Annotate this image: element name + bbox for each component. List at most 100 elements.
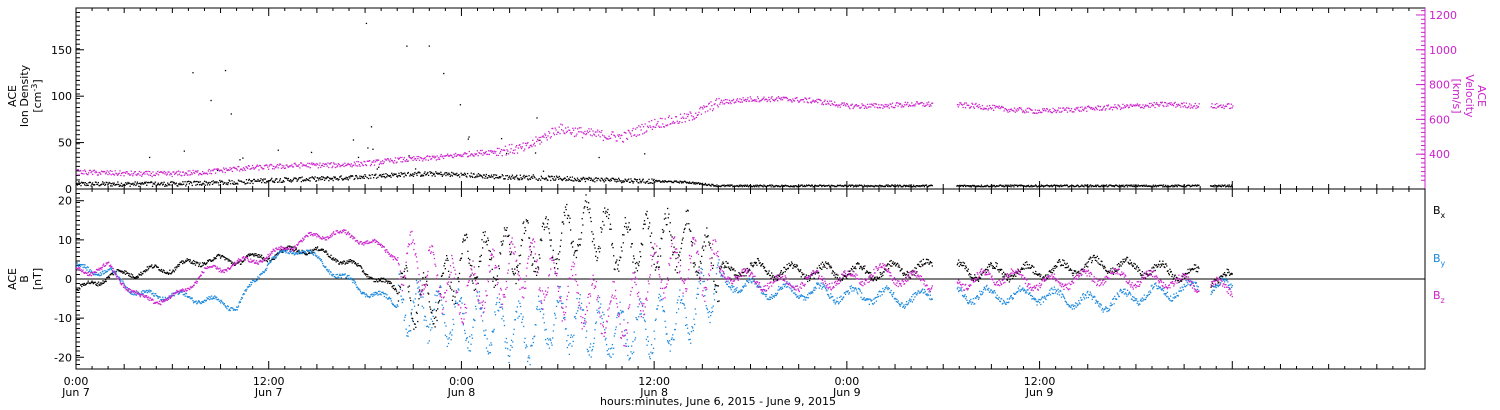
b-field-point-x — [886, 264, 888, 266]
velocity-point — [130, 170, 132, 172]
b-field-point-x — [1009, 279, 1011, 281]
density-point — [838, 185, 840, 187]
velocity-point — [666, 124, 669, 126]
b-field-point-x — [259, 254, 261, 256]
density-point — [220, 180, 222, 182]
density-point — [597, 177, 600, 180]
bottom-ytick-label: -10 — [54, 312, 72, 325]
density-point — [594, 181, 596, 183]
density-point — [339, 176, 341, 178]
density-point — [397, 175, 399, 177]
velocity-point — [611, 131, 613, 133]
density-point — [349, 175, 352, 177]
density-point — [236, 182, 238, 184]
density-point — [336, 178, 338, 180]
velocity-point — [349, 163, 351, 166]
density-point — [1122, 184, 1124, 186]
density-point — [1162, 184, 1165, 186]
density-point — [917, 185, 920, 187]
density-point — [584, 180, 587, 183]
b-field-point-x — [663, 230, 665, 232]
b-field-point-x — [911, 270, 913, 272]
density-point — [242, 157, 244, 159]
b-field-point-x — [889, 260, 891, 263]
velocity-point — [384, 158, 386, 160]
velocity-point — [646, 130, 648, 132]
density-point — [453, 173, 456, 176]
velocity-point — [664, 118, 666, 120]
velocity-point — [239, 168, 242, 170]
velocity-point — [392, 161, 394, 163]
velocity-point — [446, 153, 449, 155]
velocity-point — [270, 163, 272, 166]
density-point — [345, 176, 347, 178]
b-field-point-x — [526, 220, 528, 223]
b-field-point-x — [781, 273, 784, 275]
velocity-point — [1037, 109, 1039, 112]
b-field-point-x — [897, 266, 899, 268]
b-field-point-x — [871, 279, 873, 281]
b-field-point-x — [95, 283, 97, 286]
b-field-point-x — [790, 264, 792, 266]
density-point — [760, 185, 762, 187]
b-field-point-x — [614, 268, 616, 271]
velocity-point — [1171, 104, 1173, 106]
velocity-point — [649, 125, 651, 127]
density-point — [871, 185, 873, 187]
density-point — [281, 181, 284, 183]
b-field-point-x — [688, 223, 690, 225]
b-field-point-x — [490, 257, 493, 259]
velocity-point — [907, 101, 909, 104]
b-field-point-x — [546, 226, 548, 228]
density-point — [192, 72, 194, 74]
b-field-point-x — [471, 265, 473, 267]
velocity-point — [194, 170, 197, 172]
b-field-point-x — [365, 273, 368, 275]
b-field-point-x — [591, 240, 594, 243]
density-point — [1088, 186, 1090, 188]
b-field-point-x — [547, 219, 549, 221]
b-field-point-x — [662, 231, 664, 234]
density-point — [111, 185, 113, 187]
density-point — [876, 185, 879, 187]
density-point — [1215, 185, 1217, 187]
velocity-point — [679, 113, 682, 115]
velocity-point — [210, 173, 213, 175]
velocity-point — [580, 127, 582, 129]
density-point — [526, 178, 529, 180]
density-point — [1119, 185, 1121, 187]
velocity-point — [842, 104, 845, 106]
b-field-point-x — [578, 238, 580, 240]
density-point — [1114, 184, 1116, 187]
density-point — [505, 152, 508, 155]
b-field-point-x — [395, 288, 397, 291]
density-point — [1086, 184, 1088, 186]
b-field-point-x — [600, 226, 602, 229]
velocity-point — [1156, 103, 1159, 106]
b-field-point-x — [97, 285, 99, 287]
density-point — [722, 185, 725, 187]
density-point — [246, 182, 248, 184]
density-point — [331, 178, 333, 180]
density-point — [1095, 185, 1097, 188]
b-field-point-x — [388, 280, 390, 282]
density-point — [1179, 185, 1181, 187]
b-field-point-x — [605, 210, 607, 212]
density-point — [315, 180, 318, 182]
velocity-point — [1043, 108, 1045, 110]
velocity-point — [741, 101, 743, 103]
b-field-point-x — [442, 272, 445, 274]
b-field-point-x — [81, 285, 83, 288]
velocity-point — [588, 128, 590, 130]
density-point — [1142, 185, 1144, 187]
density-point — [875, 185, 877, 187]
velocity-point — [506, 149, 508, 151]
density-point — [260, 178, 262, 180]
velocity-point — [175, 172, 177, 174]
density-point — [826, 185, 829, 187]
b-field-point-x — [1026, 261, 1028, 263]
b-field-point-x — [1017, 272, 1019, 274]
density-point — [1213, 186, 1215, 188]
velocity-point — [833, 104, 835, 106]
density-point — [959, 185, 962, 187]
